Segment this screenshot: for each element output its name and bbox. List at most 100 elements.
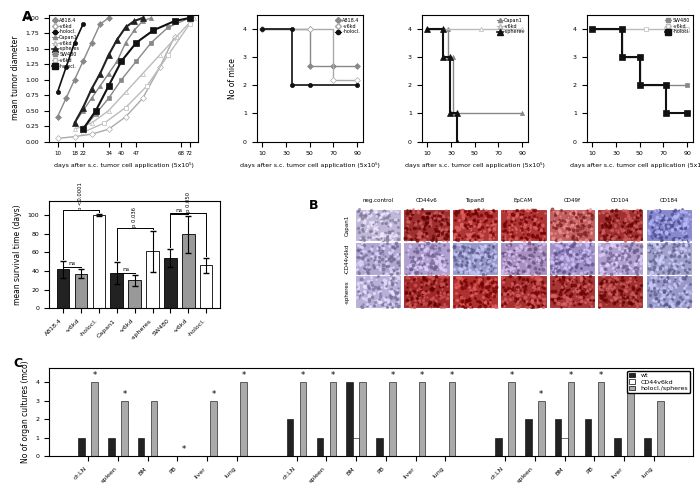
Bar — [78, 438, 85, 456]
Bar — [57, 269, 69, 309]
Bar — [549, 275, 595, 308]
Text: ns: ns — [176, 208, 183, 213]
Bar — [403, 209, 449, 242]
Bar — [597, 242, 643, 275]
Text: CD104: CD104 — [611, 198, 629, 203]
Text: *: * — [391, 371, 395, 380]
Text: p 0.036: p 0.036 — [132, 207, 137, 228]
Text: -spheres: -spheres — [345, 280, 350, 304]
Text: *: * — [450, 371, 454, 380]
Bar — [644, 438, 650, 456]
Bar — [151, 401, 158, 456]
Bar — [598, 382, 604, 456]
Bar — [300, 382, 307, 456]
Text: CD44v6: CD44v6 — [416, 198, 438, 203]
Bar — [549, 209, 595, 242]
Text: *: * — [420, 371, 424, 380]
Bar — [538, 401, 545, 456]
Bar — [561, 438, 568, 456]
Text: Tspan8: Tspan8 — [466, 198, 484, 203]
Bar — [657, 401, 664, 456]
Text: *: * — [569, 371, 573, 380]
Bar — [128, 280, 141, 309]
Bar — [75, 274, 88, 309]
Bar — [419, 382, 426, 456]
Text: *: * — [182, 445, 186, 454]
Text: *: * — [658, 390, 663, 399]
Bar — [554, 420, 561, 456]
Bar — [330, 382, 336, 456]
Bar — [355, 209, 401, 242]
Bar — [359, 382, 366, 456]
Bar — [597, 275, 643, 308]
X-axis label: days after s.c. tumor cell application (5x10⁵): days after s.c. tumor cell application (… — [570, 162, 700, 168]
Bar — [389, 382, 396, 456]
Bar — [211, 401, 217, 456]
Text: *: * — [122, 390, 127, 399]
Bar — [146, 251, 159, 309]
Text: EpCAM: EpCAM — [514, 198, 533, 203]
Bar — [121, 401, 127, 456]
Legend: wt, CD44v6kd, holocl./spheres: wt, CD44v6kd, holocl./spheres — [627, 371, 690, 393]
Bar — [92, 215, 105, 309]
Y-axis label: mean tumor diameter: mean tumor diameter — [11, 36, 20, 121]
Text: *: * — [211, 390, 216, 399]
Bar — [240, 382, 247, 456]
Bar — [584, 420, 591, 456]
Text: p <0.0001: p <0.0001 — [78, 182, 83, 210]
Bar — [500, 275, 547, 308]
Bar — [403, 275, 449, 308]
Bar — [495, 438, 502, 456]
Y-axis label: No of organ cultures (mco): No of organ cultures (mco) — [21, 361, 29, 463]
Text: C: C — [13, 357, 22, 370]
Bar — [452, 242, 498, 275]
Bar — [508, 382, 514, 456]
Text: B: B — [309, 198, 318, 212]
Legend: Capan1, -v6kd, -spheres: Capan1, -v6kd, -spheres — [496, 17, 526, 35]
Bar — [200, 265, 213, 309]
Bar — [355, 275, 401, 308]
Text: *: * — [331, 371, 335, 380]
Text: p 0.050: p 0.050 — [186, 192, 191, 212]
Bar — [615, 438, 621, 456]
Text: *: * — [510, 371, 514, 380]
Bar — [108, 438, 115, 456]
Text: ns: ns — [69, 261, 76, 266]
Text: *: * — [539, 390, 543, 399]
Legend: A818.4, -v6kd, -holocl., Capan1, -v6kd, -spheres, SW480, -v6kd, -holocl.: A818.4, -v6kd, -holocl., Capan1, -v6kd, … — [51, 17, 80, 69]
Bar — [353, 438, 359, 456]
Text: Capan1: Capan1 — [345, 214, 350, 236]
Bar — [525, 420, 531, 456]
Text: ns: ns — [122, 267, 130, 272]
Bar — [287, 420, 293, 456]
Legend: A818.4, -v6kd, -holocl.: A818.4, -v6kd, -holocl. — [335, 17, 360, 35]
Bar — [645, 275, 692, 308]
X-axis label: days after s.c. tumor cell application (5x10⁵): days after s.c. tumor cell application (… — [405, 162, 545, 168]
Bar — [568, 382, 575, 456]
Bar — [111, 273, 123, 309]
Bar — [549, 242, 595, 275]
Bar — [164, 258, 176, 309]
Text: neg.control: neg.control — [363, 198, 393, 203]
Text: *: * — [598, 371, 603, 380]
Bar — [92, 382, 98, 456]
Bar — [597, 209, 643, 242]
Bar — [355, 242, 401, 275]
Bar — [500, 242, 547, 275]
Bar — [346, 382, 353, 456]
Text: CD184: CD184 — [659, 198, 678, 203]
Bar — [316, 438, 323, 456]
Text: -CD44v6kd: -CD44v6kd — [345, 243, 350, 274]
Bar — [376, 438, 383, 456]
Text: *: * — [301, 371, 305, 380]
Text: *: * — [241, 371, 246, 380]
Text: *: * — [629, 371, 633, 380]
Bar — [138, 438, 144, 456]
Bar — [627, 382, 634, 456]
Bar — [403, 242, 449, 275]
Bar — [645, 242, 692, 275]
Legend: SW480, -v6kd, -holocl.: SW480, -v6kd, -holocl. — [664, 17, 691, 35]
Bar — [182, 235, 195, 309]
Y-axis label: mean survival time (days): mean survival time (days) — [13, 204, 22, 305]
Y-axis label: No of mice: No of mice — [228, 58, 237, 99]
